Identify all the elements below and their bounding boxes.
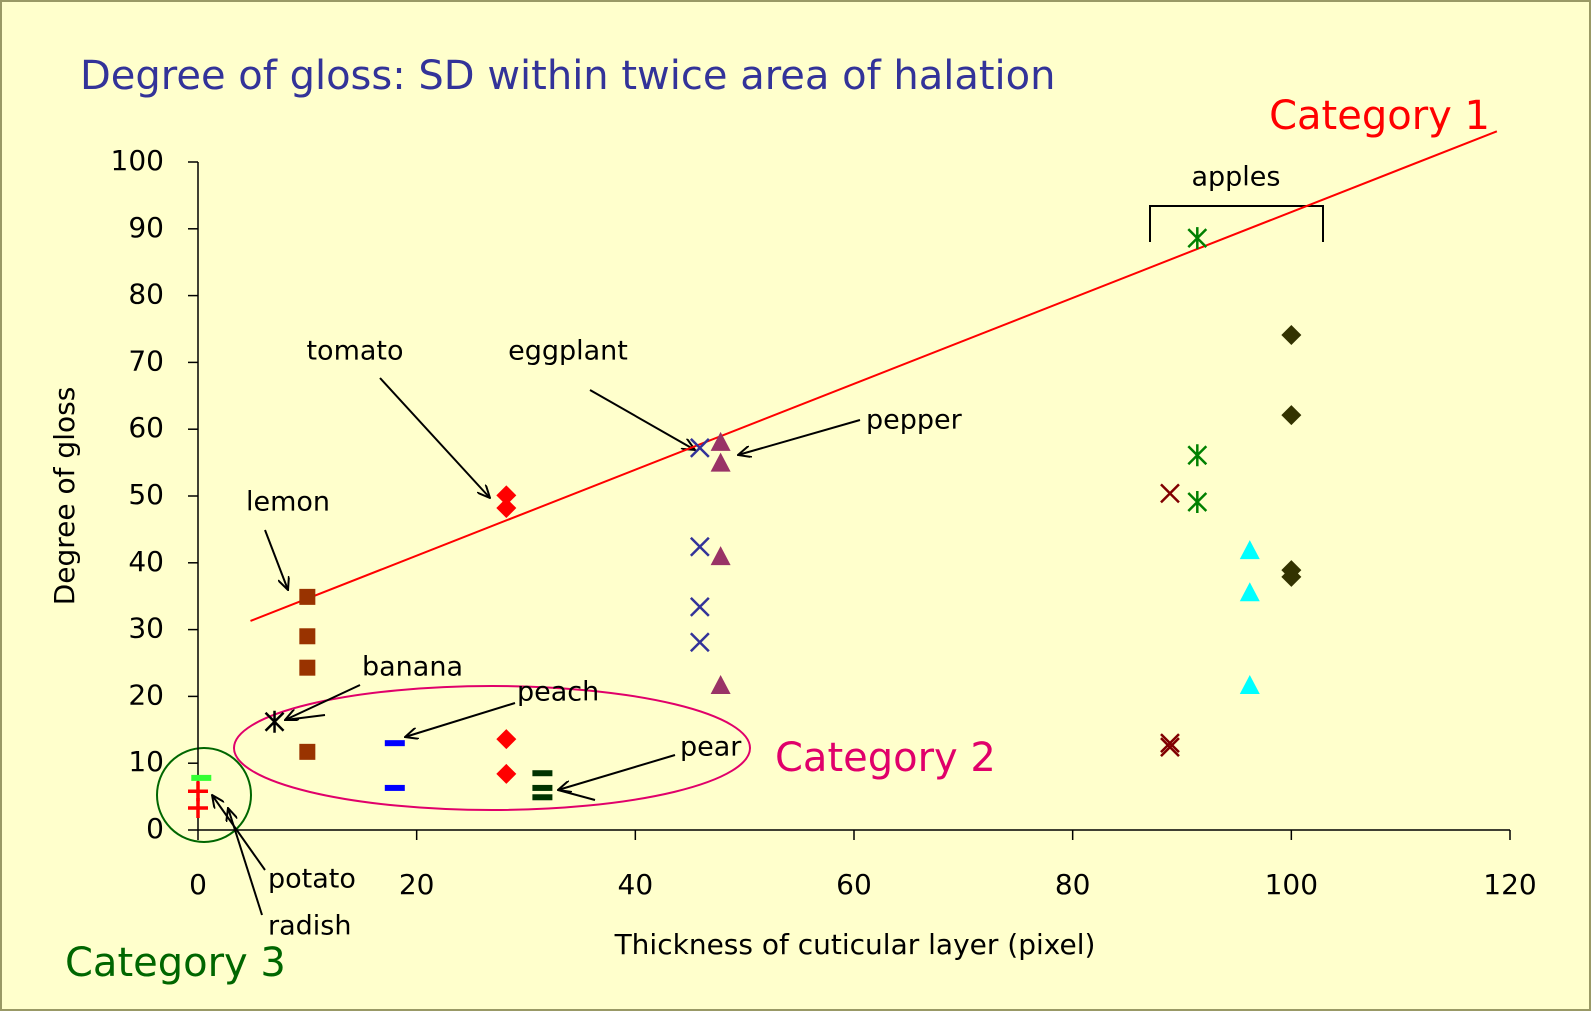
point [496,763,517,784]
apples-bracket [1149,205,1324,242]
y-tick-label: 40 [128,545,164,578]
annotation: potato [268,864,356,895]
point [1187,491,1208,514]
point [191,774,212,781]
category-3-label: Category 3 [65,940,286,986]
y-tick-label: 30 [128,612,164,645]
point [384,740,405,747]
arrow [557,789,596,801]
arrow [284,714,326,721]
point [532,784,553,791]
point [1239,540,1260,560]
point [1160,733,1180,754]
point [188,781,208,802]
annotation: lemon [246,487,330,518]
annotation: apples [1191,162,1280,193]
point [384,784,405,791]
point [1281,405,1302,426]
category-2-ellipse [233,685,751,811]
point [496,498,517,519]
point [1239,675,1260,695]
point [1187,227,1208,250]
arrow [285,684,361,720]
y-tick-label: 10 [128,745,164,778]
annotation: banana [362,652,463,683]
point [299,659,316,676]
point [1281,325,1302,346]
annotation: radish [268,911,351,942]
point [689,632,710,653]
x-tick-label: 40 [618,868,654,901]
annotation: tomato [306,336,403,367]
x-tick-label: 0 [189,868,207,901]
point [689,438,710,458]
annotation: pepper [866,405,963,436]
y-tick-label: 20 [128,678,164,711]
trend-line [250,130,1498,622]
x-tick-label: 80 [1055,868,1091,901]
category-3-circle [156,747,252,843]
y-tick-label: 50 [128,478,164,511]
subtitle: Degree of gloss: SD within twice area of… [80,53,1056,99]
point [299,743,316,760]
point [188,797,208,818]
point [689,536,710,557]
category-1-label: Category 1 [1269,93,1490,139]
y-tick-label: 0 [146,812,164,845]
arrow [212,795,266,871]
point [689,597,710,617]
arrows [212,377,861,916]
annotation: peach [517,677,599,708]
point [710,546,731,566]
y-tick-label: 70 [128,344,164,377]
arrow [738,419,861,455]
point [1239,582,1260,602]
category-2-label: Category 2 [775,735,996,781]
point [710,431,731,451]
point [710,452,731,472]
x-tick-label: 20 [399,868,435,901]
arrow [379,377,490,498]
arrow [558,754,676,790]
point [496,729,517,750]
point [532,770,553,777]
point [1160,737,1180,758]
y-tick-label: 90 [128,211,164,244]
x-tick-label: 120 [1483,868,1536,901]
point [299,588,316,605]
point [1187,444,1208,467]
arrow [589,389,695,450]
x-axis-label: Thickness of cuticular layer (pixel) [614,928,1096,961]
point [532,794,553,801]
point [1160,483,1180,504]
y-tick-label: 60 [128,411,164,444]
y-tick-label: 100 [111,144,164,177]
annotation: eggplant [508,336,628,367]
point [264,710,285,733]
point [1281,566,1302,587]
point [299,628,316,645]
arrow [405,702,516,737]
y-tick-label: 80 [128,278,164,311]
x-tick-label: 100 [1265,868,1318,901]
y-axis-label: Degree of gloss [48,387,81,606]
arrow [264,529,288,590]
point [710,675,731,695]
annotation: pear [680,732,742,763]
x-tick-label: 60 [836,868,872,901]
arrow [228,808,263,916]
point [496,485,517,506]
